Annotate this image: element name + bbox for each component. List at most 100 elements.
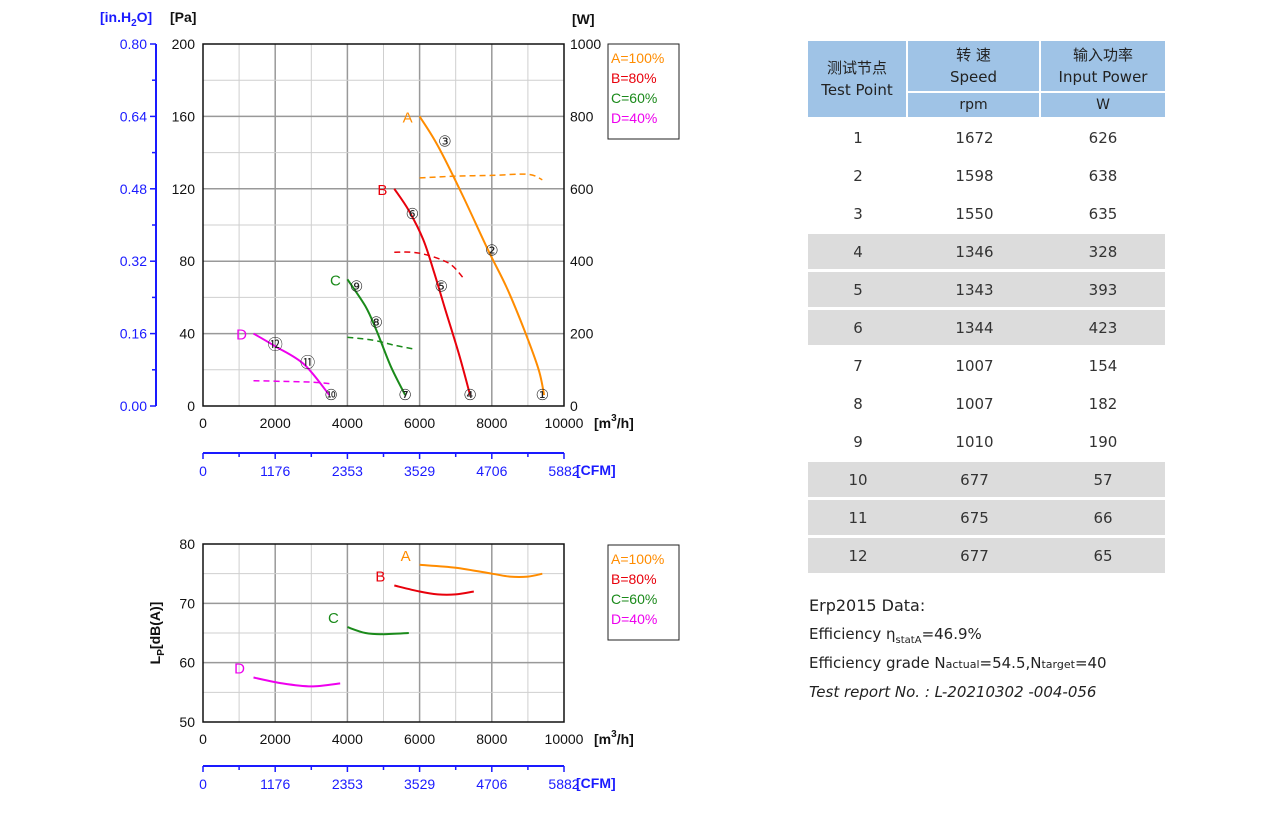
cell-test-point: 4 bbox=[808, 231, 908, 269]
efficiency-grade-line: Efficiency grade Nactual=54.5,Ntarget=40 bbox=[809, 649, 1107, 678]
test-point-marker-3: ③ bbox=[438, 134, 451, 151]
cell-speed: 1344 bbox=[908, 307, 1041, 345]
noise-chart: 0 2000 4000 6000 8000 10000 [m3/h] 50 60 70 80 LP[d… bbox=[147, 536, 680, 792]
cfm-bottom-tick-label: 5882 bbox=[548, 776, 579, 792]
header-input-power: 输入功率 Input Power bbox=[1041, 41, 1165, 91]
pressure-curve-b bbox=[393, 188, 472, 396]
x-tick-label: 2000 bbox=[260, 731, 291, 747]
x-tick-label: 6000 bbox=[404, 415, 435, 431]
legend-item-b: B=80% bbox=[611, 70, 657, 86]
test-report-number: Test report No. : L-20210302 -004-056 bbox=[809, 683, 1097, 701]
y-right-tick-label: 600 bbox=[570, 181, 594, 197]
legend-item-c: C=60% bbox=[611, 591, 657, 607]
x-axis-unit-label: [m3/h] bbox=[594, 729, 634, 747]
cfm-bottom-unit-label: [CFM] bbox=[576, 775, 616, 791]
table-row: 6 1344 423 bbox=[808, 307, 1165, 345]
curve-label-a: A bbox=[403, 109, 413, 126]
y-right-tick-label: 800 bbox=[570, 108, 594, 124]
y-tick-label: 40 bbox=[179, 326, 195, 342]
cell-speed: 1010 bbox=[908, 421, 1041, 459]
test-point-marker-8: ⑧ bbox=[370, 315, 383, 332]
x-tick-label: 4000 bbox=[332, 415, 363, 431]
cell-speed: 1346 bbox=[908, 231, 1041, 269]
cell-speed: 1550 bbox=[908, 193, 1041, 231]
y-right-tick-label: 200 bbox=[570, 326, 594, 342]
table-row: 8 1007 182 bbox=[808, 383, 1165, 421]
legend-item-d: D=40% bbox=[611, 110, 657, 126]
header-test-point-cn: 测试节点 bbox=[826, 59, 887, 77]
cell-input-power: 65 bbox=[1041, 535, 1165, 573]
x-tick-label: 0 bbox=[199, 415, 207, 431]
header-speed-en: Speed bbox=[949, 68, 998, 86]
y-tick-label: 160 bbox=[172, 108, 196, 124]
table-row: 5 1343 393 bbox=[808, 269, 1165, 307]
y-right-tick-label: 1000 bbox=[570, 36, 601, 52]
table-row: 2 1598 638 bbox=[808, 155, 1165, 193]
table-row: 7 1007 154 bbox=[808, 345, 1165, 383]
table-row: 3 1550 635 bbox=[808, 193, 1165, 231]
unit-speed: rpm bbox=[908, 91, 1041, 117]
test-point-marker-9: ⑨ bbox=[350, 279, 363, 296]
cell-speed: 1672 bbox=[908, 117, 1041, 155]
legend-item-c: C=60% bbox=[611, 90, 657, 106]
cell-test-point: 8 bbox=[808, 383, 908, 421]
test-point-table: 测试节点 Test Point 转 速 Speed 输入功率 Input Pow… bbox=[808, 41, 1165, 573]
cfm-tick-label: 3529 bbox=[404, 463, 435, 479]
legend-box bbox=[607, 544, 680, 641]
x-tick-label: 0 bbox=[199, 731, 207, 747]
curve-label-c: C bbox=[330, 272, 341, 289]
cell-speed: 677 bbox=[908, 535, 1041, 573]
header-speed: 转 速 Speed bbox=[908, 41, 1041, 91]
cfm-bottom-tick-label: 0 bbox=[199, 776, 207, 792]
legend-item-a: A=100% bbox=[611, 551, 664, 567]
noise-curve-label-d: D bbox=[234, 661, 245, 678]
inh2o-tick-label: 0.32 bbox=[120, 253, 147, 269]
y-axis-label-pa: [Pa] bbox=[170, 9, 196, 25]
cfm-tick-label: 4706 bbox=[476, 463, 507, 479]
cell-input-power: 393 bbox=[1041, 269, 1165, 307]
y-axis-label-w: [W] bbox=[572, 11, 595, 27]
inh2o-tick-label: 0.48 bbox=[120, 181, 147, 197]
pressure-curve-a bbox=[418, 115, 546, 396]
header-speed-cn: 转 速 bbox=[956, 46, 991, 64]
y-right-tick-label: 400 bbox=[570, 253, 594, 269]
pressure-curve-c bbox=[346, 278, 407, 396]
cell-speed: 1343 bbox=[908, 269, 1041, 307]
x-axis-unit-label: [m3/h] bbox=[594, 413, 634, 431]
inh2o-tick-label: 0.64 bbox=[120, 108, 147, 124]
efficiency-label: Efficiency η bbox=[809, 625, 896, 643]
grade-mid: =54.5,N bbox=[979, 654, 1042, 672]
cfm-tick-label: 2353 bbox=[332, 463, 363, 479]
plot-border bbox=[202, 543, 565, 723]
cell-test-point: 9 bbox=[808, 421, 908, 459]
table-row: 12 677 65 bbox=[808, 535, 1165, 573]
grade-target-sub: target bbox=[1041, 658, 1075, 671]
cell-input-power: 66 bbox=[1041, 497, 1165, 535]
cell-input-power: 57 bbox=[1041, 459, 1165, 497]
noise-curve-a bbox=[419, 563, 543, 578]
header-test-point: 测试节点 Test Point bbox=[808, 41, 908, 117]
cell-input-power: 635 bbox=[1041, 193, 1165, 231]
header-input-power-cn: 输入功率 bbox=[1072, 46, 1133, 64]
power-curve-b bbox=[394, 251, 464, 279]
y-tick-label: 0 bbox=[187, 398, 195, 414]
x-tick-label: 10000 bbox=[545, 415, 584, 431]
x-tick-label: 8000 bbox=[476, 731, 507, 747]
cell-speed: 1007 bbox=[908, 345, 1041, 383]
cfm-bottom-tick-label: 2353 bbox=[332, 776, 363, 792]
cell-input-power: 190 bbox=[1041, 421, 1165, 459]
power-curve-d bbox=[253, 379, 330, 385]
plot-border bbox=[202, 43, 565, 407]
legend-item-d: D=40% bbox=[611, 611, 657, 627]
cell-speed: 1598 bbox=[908, 155, 1041, 193]
legend-box bbox=[607, 43, 680, 140]
cell-test-point: 5 bbox=[808, 269, 908, 307]
cell-test-point: 1 bbox=[808, 117, 908, 155]
cfm-unit-label: [CFM] bbox=[576, 462, 616, 478]
cell-test-point: 3 bbox=[808, 193, 908, 231]
cell-input-power: 626 bbox=[1041, 117, 1165, 155]
table-row: 10 677 57 bbox=[808, 459, 1165, 497]
erp-notes: Erp2015 Data: Efficiency ηstatA=46.9% Ef… bbox=[809, 592, 1107, 707]
cell-input-power: 154 bbox=[1041, 345, 1165, 383]
x-tick-label: 2000 bbox=[260, 415, 291, 431]
